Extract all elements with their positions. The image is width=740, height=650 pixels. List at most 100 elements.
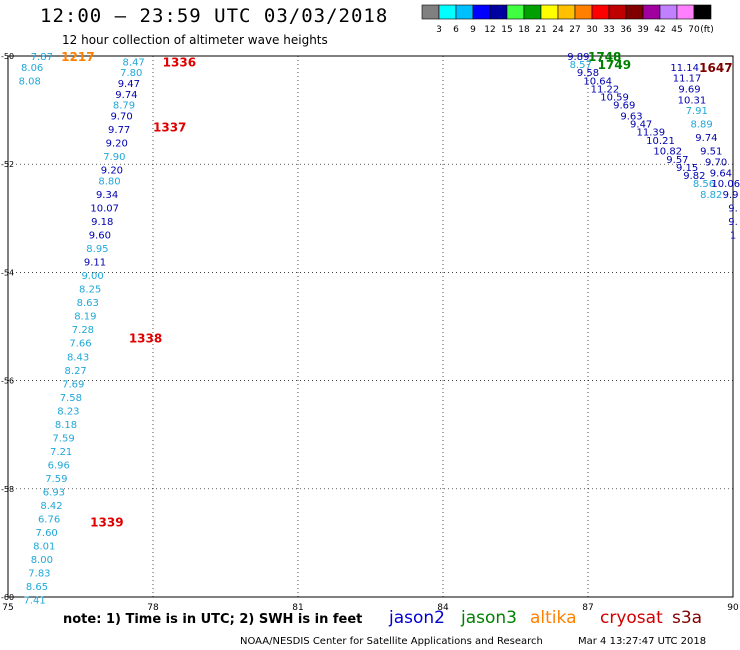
page-subtitle: 12 hour collection of altimeter wave hei… — [62, 33, 328, 47]
wave-height-value: 9.60 — [89, 231, 111, 242]
wave-height-value: 6.96 — [48, 460, 70, 471]
wave-height-value: 8.01 — [33, 542, 55, 553]
wave-height-map: 75 78 81 84 87 90 -50 -52 -54 -56 -58 -60 7.878.06 8.… — [1, 50, 740, 610]
wave-height-value: 8.47 — [123, 57, 145, 68]
lon-tick-label: 87 — [582, 603, 593, 610]
pass-time-label: 1749 — [598, 58, 631, 72]
wave-height-value: 1 — [730, 231, 736, 242]
colorbar-tick-label: 6 — [453, 25, 459, 35]
wave-height-value: 7.66 — [69, 339, 91, 350]
pass-time-label: 1217 — [61, 50, 94, 64]
colorbar-tick-label: 39 — [637, 25, 649, 35]
wave-height-value: 8.89 — [690, 120, 712, 131]
colorbar-tick-label: 24 — [552, 25, 564, 35]
wave-height-value: 9.63 — [620, 112, 642, 123]
pass-time-label: 1339 — [90, 515, 123, 529]
wave-height-value: 8.43 — [67, 352, 89, 363]
wave-height-value: 9.9 — [723, 190, 739, 201]
pass-time-label: 1336 — [163, 55, 196, 69]
wave-height-value: 9.77 — [108, 125, 130, 136]
colorbar-tick-label: 15 — [501, 25, 512, 35]
colorbar-unit-label: (ft) — [700, 25, 714, 35]
wave-height-value: 10.82 — [653, 147, 682, 158]
colorbar-tick-label: 42 — [654, 25, 665, 35]
footnote: note: 1) Time is in UTC; 2) SWH is in fe… — [63, 612, 363, 627]
wave-height-value: 9.89 — [567, 52, 589, 63]
wave-height-value: 10.06 — [711, 179, 740, 190]
lon-tick-label: 81 — [292, 603, 303, 610]
wave-height-value: 9.58 — [577, 68, 599, 79]
wave-height-value: 7.18 — [21, 609, 43, 610]
wave-height-value: 7.90 — [103, 152, 125, 163]
lat-tick-label: -54 — [1, 268, 14, 277]
wave-height-value: 8.00 — [31, 555, 53, 566]
wave-height-value: 8.95 — [86, 244, 108, 255]
wave-height-value: 9.70 — [110, 112, 132, 123]
wave-height-value: 9.18 — [91, 217, 113, 228]
wave-height-value: 9.64 — [710, 168, 732, 179]
wave-height-value: 8.08 — [19, 76, 41, 87]
wave-height-value: 9.74 — [695, 133, 717, 144]
wave-height-value: 7.28 — [72, 325, 94, 336]
wave-height-value: 9.70 — [705, 157, 727, 168]
colorbar-tick-label: 12 — [484, 25, 495, 35]
lon-tick-label: 84 — [437, 603, 449, 610]
wave-height-value: 9.20 — [106, 139, 128, 150]
lon-tick-label: 75 — [2, 603, 13, 610]
colorbar-tick-label: 30 — [586, 25, 598, 35]
wave-height-value: 9.69 — [613, 101, 635, 112]
wave-height-value: 7.41 — [23, 596, 45, 607]
wave-height-value: 7.87 — [31, 52, 53, 63]
wave-height-value: 10.07 — [90, 203, 119, 214]
lat-tick-label: -50 — [1, 52, 14, 61]
colorbar-tick-label: 9 — [470, 25, 476, 35]
colorbar-tick-label: 3 — [436, 25, 442, 35]
generated-timestamp: Mar 4 13:27:47 UTC 2018 — [578, 636, 707, 647]
wave-height-value: 6.93 — [43, 488, 65, 499]
wave-height-value: 10.64 — [583, 76, 612, 87]
wave-height-value: 8.56 — [693, 179, 715, 190]
legend-jason2: jason2 — [389, 608, 445, 628]
wave-height-value: 10.31 — [678, 95, 707, 106]
pass-time-label: 1748 — [588, 50, 621, 64]
lat-tick-label: -56 — [1, 377, 14, 386]
wave-height-value: 10.21 — [646, 136, 675, 147]
wave-height-value: 7.58 — [60, 393, 82, 404]
wave-height-value: 7.60 — [36, 528, 58, 539]
colorbar-tick-label: 27 — [569, 25, 580, 35]
colorbar-tick-label: 70 — [688, 25, 700, 35]
wave-height-value: 9.11 — [84, 258, 106, 269]
wave-height-value: 9.51 — [700, 147, 722, 158]
colorbar-swatch — [693, 4, 712, 20]
colorbar-tick-label: 45 — [671, 25, 682, 35]
wave-height-value: 7.21 — [50, 447, 72, 458]
wave-height-value: 8.65 — [26, 582, 48, 593]
legend-altika: altika — [530, 608, 577, 628]
wave-height-value: 8.23 — [57, 406, 79, 417]
lat-tick-label: -52 — [1, 160, 14, 169]
colorbar-tick-label: 36 — [620, 25, 632, 35]
wave-height-value: 8.79 — [113, 101, 135, 112]
wave-height-value: 7.59 — [45, 474, 67, 485]
pass-time-label: 1647 — [699, 61, 732, 75]
wave-height-value: 8.06 — [21, 63, 43, 74]
pass-time-label: 1337 — [153, 120, 186, 134]
wave-height-value: 11.17 — [673, 74, 702, 85]
wave-height-value: 8.18 — [55, 420, 77, 431]
wave-height-value: 11.22 — [591, 84, 620, 95]
wave-height-value: 7.80 — [120, 68, 142, 79]
wave-height-value: 11.39 — [637, 128, 666, 139]
wave-height-value: 7.69 — [62, 379, 84, 390]
wave-height-value: 9. — [728, 203, 738, 214]
wave-height-value: 9.47 — [118, 79, 140, 90]
wave-height-value: 8.63 — [77, 298, 99, 309]
wave-height-value: 9.47 — [630, 120, 652, 131]
wave-height-value: 8.27 — [65, 366, 87, 377]
wave-height-value: 9.20 — [101, 166, 123, 177]
wave-height-value: 8.82 — [700, 190, 722, 201]
lat-tick-label: -58 — [1, 485, 14, 494]
wave-height-value: 9.34 — [96, 190, 118, 201]
pass-time-label: 1338 — [129, 331, 162, 345]
colorbar-tick-label: 18 — [518, 25, 530, 35]
wave-height-value: 10.59 — [600, 93, 629, 104]
